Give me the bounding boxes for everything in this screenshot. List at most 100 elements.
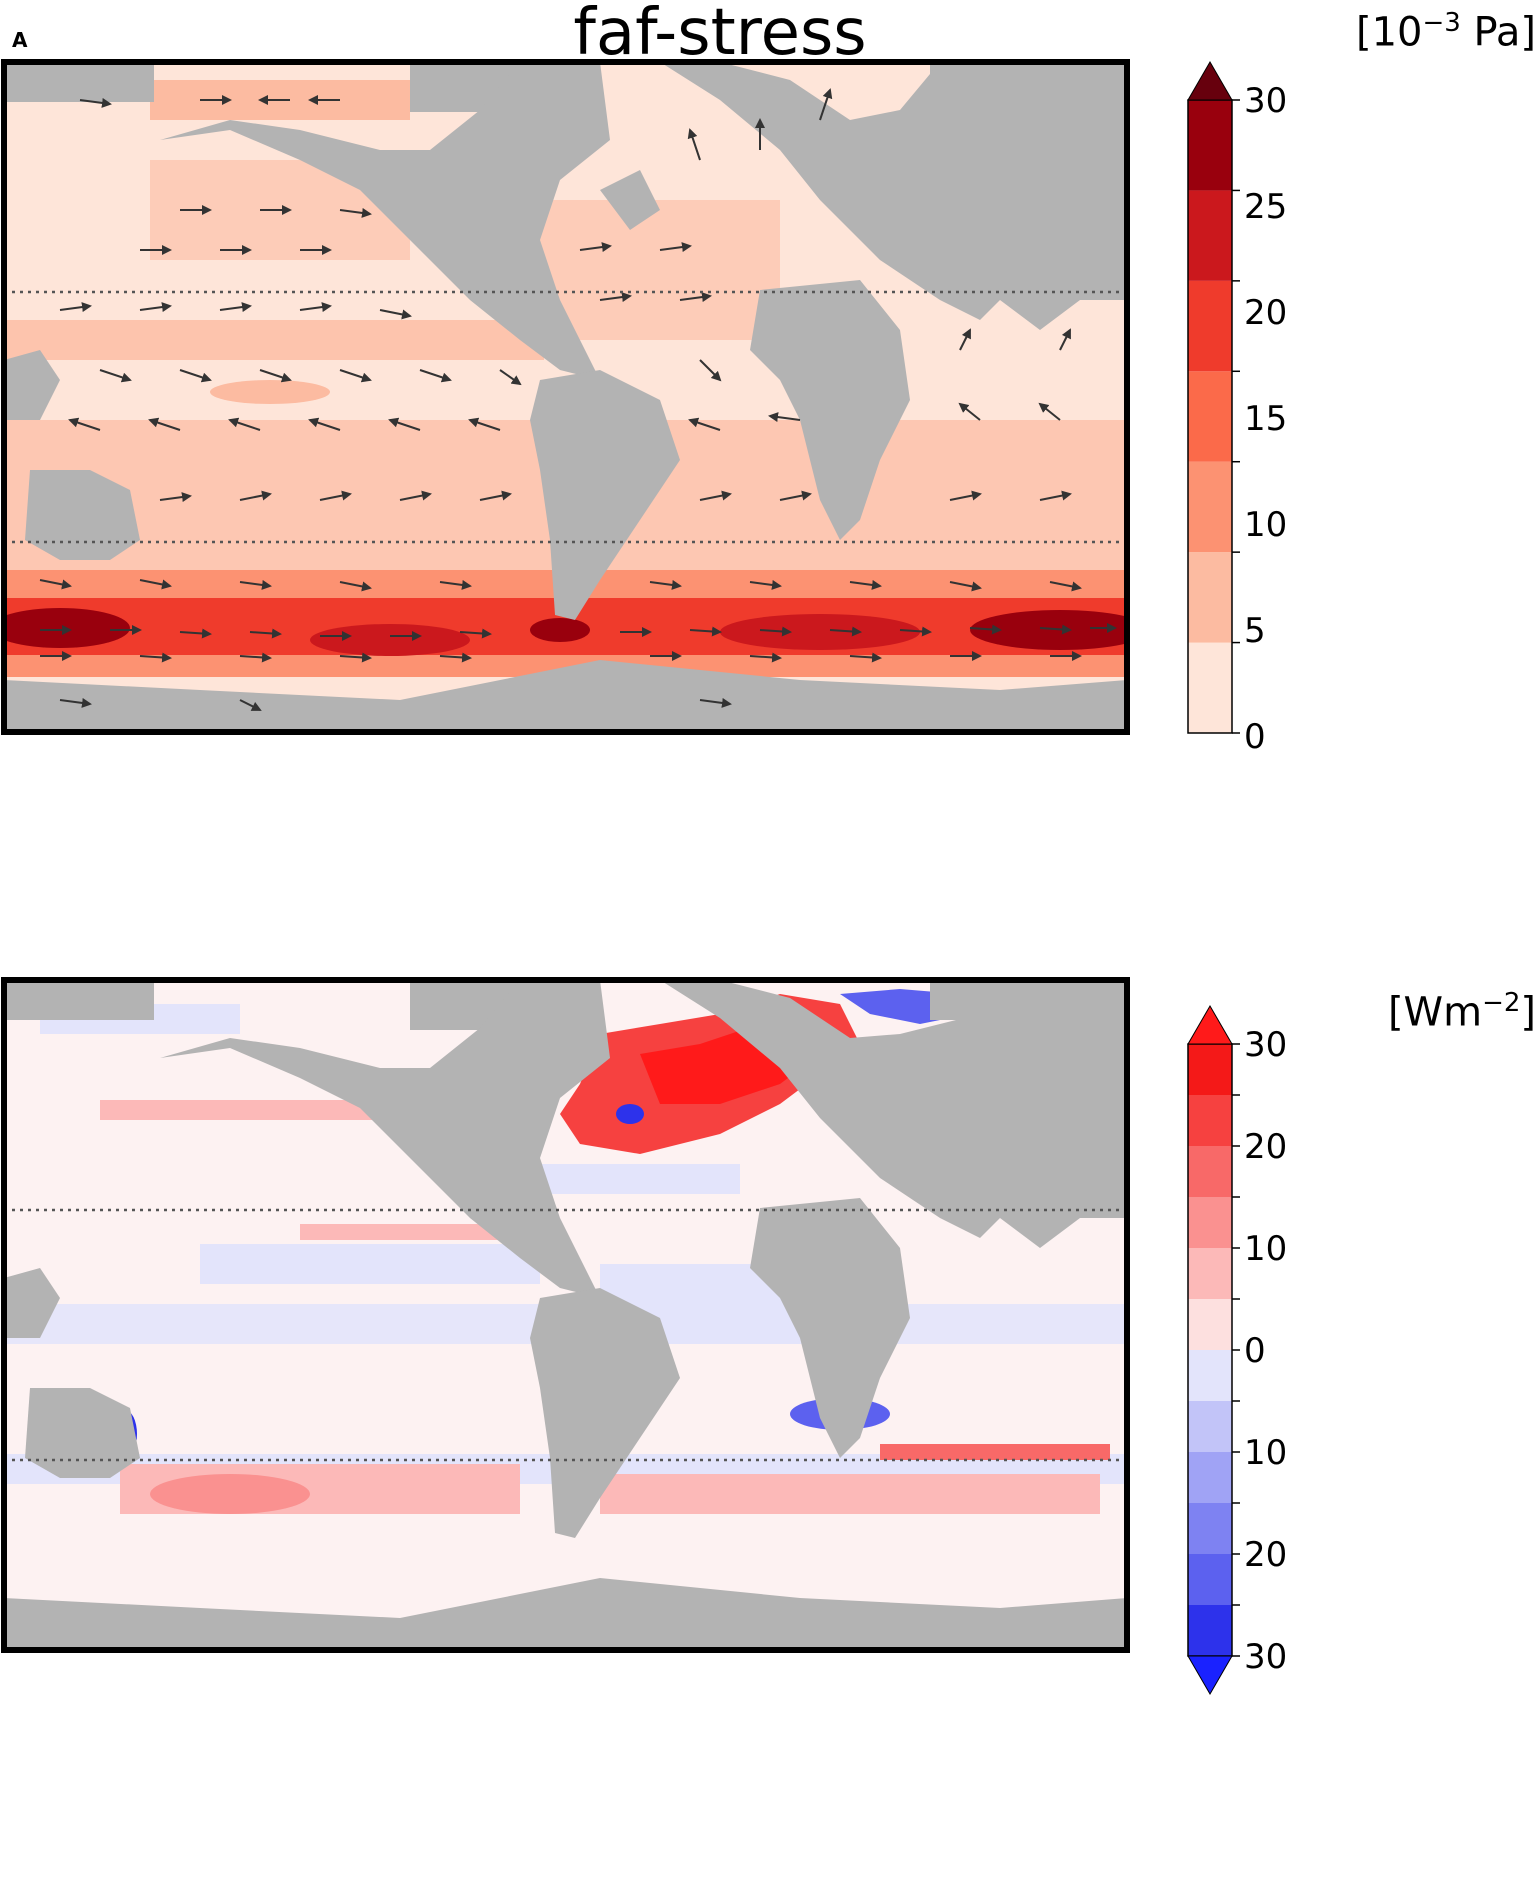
heat-map-svg: 30 20 10 0 10 20 30 — [1, 977, 1287, 1695]
stress-arrow — [659, 242, 692, 253]
maritime-continent — [4, 350, 60, 420]
stress-arrow — [179, 628, 212, 639]
stress-arrow — [339, 207, 372, 218]
stress-arrow — [679, 292, 712, 303]
stress-arrow — [339, 652, 372, 663]
stress-arrow — [219, 302, 252, 313]
stress-arrow — [239, 699, 262, 711]
cold-spot — [616, 1104, 644, 1124]
stress-arrow — [68, 417, 101, 431]
stress-arrow — [419, 369, 452, 383]
stress-band — [4, 320, 544, 360]
stress-max-region — [720, 614, 920, 650]
stress-arrow — [249, 628, 282, 639]
eurasia — [660, 62, 1127, 330]
colorbar-tick-label: 30 — [1244, 1637, 1287, 1677]
colorbar-bin — [1188, 1146, 1232, 1197]
map-frame — [1, 59, 1130, 735]
australia — [25, 1388, 140, 1478]
stress-arrow — [689, 626, 722, 637]
stress-arrow — [849, 652, 882, 663]
stress-arrow — [148, 417, 181, 431]
stress-arrow — [959, 328, 971, 351]
colorbar-heat: 30 20 10 0 10 20 30 — [1187, 1005, 1287, 1695]
north-america — [160, 980, 610, 1298]
stress-arrows — [39, 88, 1117, 711]
stress-arrow — [1039, 624, 1072, 635]
colorbar-bin — [1188, 1554, 1232, 1605]
stress-arrow — [39, 579, 72, 590]
stress-arrow — [849, 579, 882, 590]
panel-faf-stress: A faf-stress [10−3 Pa] — [0, 0, 1536, 924]
stress-arrow — [899, 626, 932, 637]
stress-arrow — [259, 369, 292, 383]
stress-arrow — [829, 626, 862, 637]
colorbar-tick-label: 15 — [1244, 399, 1287, 439]
colorbar-tick-label: 5 — [1244, 611, 1266, 651]
stress-arrow — [479, 490, 512, 501]
stress-arrow — [239, 652, 272, 663]
stress-arrow — [749, 579, 782, 590]
antarctica — [4, 1578, 1127, 1650]
colorbar-tick-label: 20 — [1244, 1535, 1287, 1575]
colorbar-tick-label: 0 — [1244, 717, 1266, 757]
stress-arrow — [79, 97, 112, 108]
colorbar-extend-arrow — [1187, 1005, 1233, 1045]
panel-faf-heat: B faf-heat [Wm−2] — [0, 976, 1536, 1904]
stress-arrow — [139, 302, 172, 313]
colorbar-bin — [1188, 1350, 1232, 1401]
stress-max-region — [310, 624, 470, 656]
stress-arrow — [579, 242, 612, 253]
australia — [25, 470, 140, 560]
land-masses — [4, 980, 1127, 1650]
stress-arrow — [399, 490, 432, 501]
stress-arrow — [339, 581, 372, 592]
map-frame — [1, 977, 1130, 1653]
stress-arrow — [949, 490, 982, 501]
eurasia — [660, 980, 1127, 1248]
antarctica — [4, 660, 1127, 732]
africa — [750, 280, 910, 540]
stress-arrow — [388, 417, 421, 431]
colorbar-extend-arrow — [1187, 61, 1233, 101]
colorbar-tick-label: 10 — [1244, 1433, 1287, 1473]
south-america — [530, 370, 680, 620]
colorbar-bin — [1188, 1299, 1232, 1350]
colorbar-bin — [1188, 100, 1232, 191]
stress-arrow — [299, 302, 332, 313]
south-america — [530, 1288, 680, 1538]
stress-arrow — [699, 697, 732, 708]
stress-arrow — [159, 492, 192, 503]
colorbar-stress: 30 25 20 15 10 5 0 — [1187, 61, 1287, 757]
panel-title: faf-stress — [573, 0, 867, 70]
stress-arrow — [439, 652, 472, 663]
colorbar-tick-label: 20 — [1244, 1127, 1287, 1167]
stress-arrow — [59, 302, 92, 313]
stress-arrow — [599, 292, 632, 303]
stress-band — [4, 655, 1127, 677]
colorbar-tick-label: 10 — [1244, 505, 1287, 545]
stress-arrow — [228, 417, 261, 431]
stress-max-region — [970, 610, 1127, 650]
north-america — [160, 62, 610, 380]
colorbar-bin — [1188, 642, 1232, 733]
stress-arrow — [239, 579, 272, 590]
stress-arrow — [687, 128, 701, 161]
stress-arrow — [688, 417, 721, 431]
colorbar-bin — [1188, 1095, 1232, 1146]
stress-arrow — [949, 581, 982, 592]
colorbar-tick-label: 10 — [1244, 1229, 1287, 1269]
stress-arrow — [99, 369, 132, 383]
africa — [750, 1198, 910, 1458]
stress-arrow — [379, 309, 412, 320]
stress-arrow — [749, 652, 782, 663]
stress-arrow — [699, 490, 732, 501]
colorbar-bin — [1188, 552, 1232, 643]
colorbar-bin — [1188, 1452, 1232, 1503]
stress-arrow — [1059, 328, 1071, 351]
colorbar-tick-label: 25 — [1244, 187, 1287, 227]
stress-arrow — [339, 369, 372, 383]
colorbar-tick-label: 0 — [1244, 1331, 1266, 1371]
stress-arrow — [139, 652, 172, 663]
stress-arrow — [768, 412, 801, 423]
